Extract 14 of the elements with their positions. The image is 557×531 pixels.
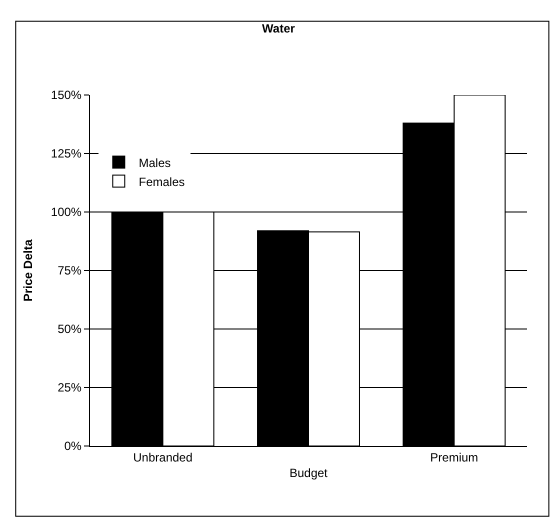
legend-label: Females: [138, 174, 185, 189]
y-tick-label: 100%: [50, 205, 82, 220]
y-tick-label: 150%: [50, 88, 82, 102]
y-tick-label: 75%: [58, 264, 82, 278]
y-tick-label: 50%: [58, 322, 82, 336]
x-tick-label: Budget: [289, 466, 328, 480]
chart-title: Water: [262, 21, 296, 36]
y-tick-label: 125%: [50, 146, 82, 161]
x-tick-label: Premium: [430, 450, 478, 464]
legend-label: Males: [138, 156, 171, 170]
x-tick-label: Unbranded: [133, 450, 193, 464]
y-tick-label: 25%: [58, 380, 82, 395]
y-axis-title: Price Delta: [21, 239, 36, 302]
y-tick-label: 0%: [64, 439, 82, 454]
